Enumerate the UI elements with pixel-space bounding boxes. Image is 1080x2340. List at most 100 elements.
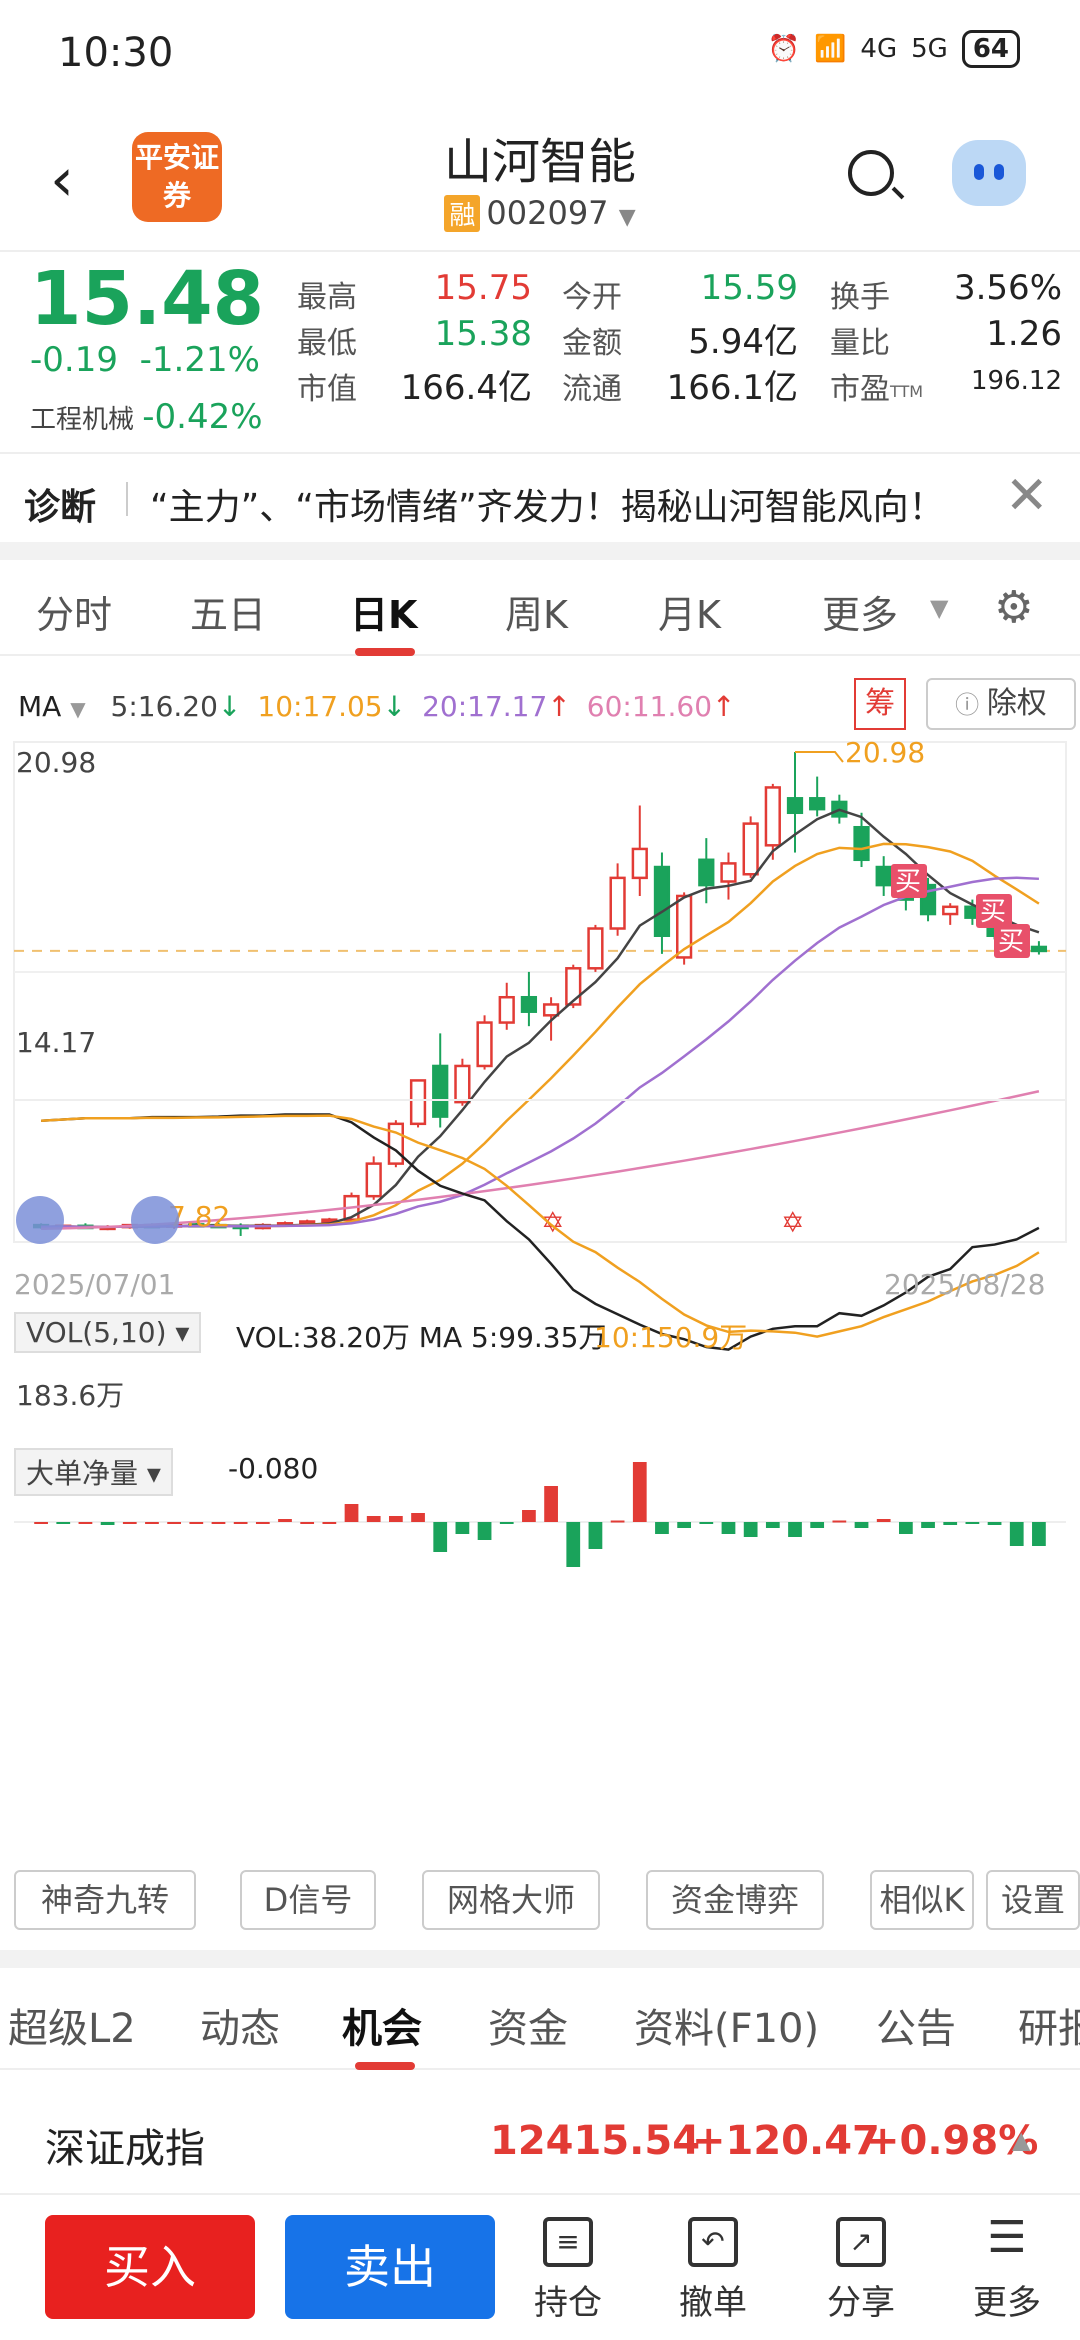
buy-tag-label: 买 <box>980 897 1006 927</box>
cancel-order-button[interactable]: ↶ 撤单 <box>658 2217 768 2324</box>
positions-button[interactable]: ≡ 持仓 <box>513 2217 623 2324</box>
candle-body <box>387 1122 404 1165</box>
quote-label: 金额 <box>562 326 622 361</box>
kline-chart[interactable]: MA ▼ 5:16.20↓ 10:17.05↓ 20:17.17↑ 60:11.60↑… <box>0 660 1080 1620</box>
chevron-up-icon[interactable]: ▲ <box>1012 2126 1031 2154</box>
diagnose-banner[interactable]: 诊断 “主力”、“市场情绪”齐发力！揭秘山河智能风向！ ✕ <box>0 452 1080 542</box>
trade-bar: 买入 卖出 ≡ 持仓 ↶ 撤单 ↗ 分享 ☰ 更多 <box>0 2195 1080 2340</box>
buy-button[interactable]: 买入 <box>45 2215 255 2319</box>
indicator-tools: 神奇九转 D信号 网格大师 资金博弈 相似K 设置 <box>0 1870 1080 1940</box>
candle-body <box>786 797 804 815</box>
tool-d-signal[interactable]: D信号 <box>240 1870 376 1930</box>
quote-label: 换手 <box>830 280 890 315</box>
market-index-row[interactable]: 深证成指 12415.54 +120.47 +0.98% ▲ <box>0 2090 1080 2195</box>
chip-distribution-button[interactable]: 筹 <box>854 678 906 730</box>
vol-ma10-line <box>41 1114 1040 1338</box>
flow-bar <box>655 1522 669 1534</box>
flow-bar <box>522 1510 536 1522</box>
search-icon[interactable] <box>848 150 894 196</box>
back-icon[interactable]: ‹ <box>50 145 74 215</box>
vol-indicator-selector[interactable]: VOL(5,10) ▾ <box>14 1312 202 1353</box>
quote-label: 流通 <box>562 372 622 407</box>
tab-five-day[interactable]: 五日 <box>190 593 267 637</box>
tab-intraday[interactable]: 分时 <box>36 593 113 637</box>
flow-bar <box>765 1522 780 1528</box>
ma20-line <box>41 876 1039 1229</box>
signal-5g-label: 5G <box>911 34 948 64</box>
candle-body <box>698 858 715 887</box>
more-button[interactable]: ☰ 更多 <box>973 2212 1041 2324</box>
tool-fund-game[interactable]: 资金博弈 <box>646 1870 824 1930</box>
gear-icon[interactable]: ⚙ <box>994 582 1034 633</box>
vol-axis-label: 183.6万 <box>16 1379 125 1412</box>
stock-code: 002097 <box>486 194 609 232</box>
ai-assistant-icon[interactable] <box>952 140 1026 206</box>
tool-magic-nine[interactable]: 神奇九转 <box>14 1870 196 1930</box>
buy-tag <box>891 864 927 898</box>
tab-more[interactable]: 更多 <box>822 593 899 637</box>
quote-value: 15.38 <box>434 314 532 354</box>
tab-funds[interactable]: 资金 <box>488 2006 568 2052</box>
candle-body <box>565 967 582 1006</box>
flow-bar <box>300 1522 315 1524</box>
flow-bar <box>788 1522 802 1537</box>
tab-announcements[interactable]: 公告 <box>876 2006 956 2052</box>
buy-tag-label: 买 <box>998 927 1024 957</box>
tool-settings[interactable]: 设置 <box>986 1870 1080 1930</box>
tab-opportunity[interactable]: 机会 <box>342 2006 422 2052</box>
vol-ma10-readout: 10:150.9万 <box>594 1321 748 1354</box>
flow-bar <box>366 1516 381 1522</box>
flow-bar <box>832 1520 847 1523</box>
ma-legend-item: 20:17.17↑ <box>422 690 571 723</box>
y-axis-top: 20.98 <box>16 746 97 779</box>
candle-body <box>1030 945 1048 953</box>
quote-value: 1.26 <box>986 314 1062 354</box>
tab-daily-k[interactable]: 日K <box>350 593 418 637</box>
ex-rights-button[interactable]: ⓘ 除权 <box>926 678 1076 730</box>
close-icon[interactable]: ✕ <box>1005 466 1049 526</box>
flow-bar <box>610 1520 625 1523</box>
flow-indicator-selector[interactable]: 大单净量 ▾ <box>14 1448 173 1496</box>
flow-bar <box>322 1522 337 1524</box>
flow-bar <box>211 1522 226 1524</box>
tab-f10[interactable]: 资料(F10) <box>634 2006 820 2052</box>
info-tabs: 超级L2 动态 机会 资金 资料(F10) 公告 研报 <box>0 1960 1080 2070</box>
tab-news[interactable]: 动态 <box>200 2006 280 2052</box>
margin-tag: 融 <box>444 195 481 232</box>
candle-body <box>498 995 515 1024</box>
flow-bar <box>743 1522 758 1537</box>
share-button[interactable]: ↗ 分享 <box>806 2217 916 2324</box>
tab-super-l2[interactable]: 超级L2 <box>8 2006 136 2052</box>
index-change: +120.47 <box>692 2118 880 2164</box>
flow-bar <box>943 1522 958 1525</box>
flow-bar <box>544 1486 558 1522</box>
buy-tag-label: 买 <box>895 867 921 897</box>
ma-label[interactable]: MA <box>18 690 62 723</box>
signal-4g-label: 4G <box>860 34 898 64</box>
sector-change[interactable]: 工程机械 -0.42% <box>30 397 263 437</box>
candle-body <box>542 1003 560 1017</box>
signal-star-icon: ✡ <box>541 1206 564 1239</box>
tab-monthly-k[interactable]: 月K <box>658 593 721 637</box>
wifi-icon: 📶 <box>814 34 847 64</box>
stock-code-selector[interactable]: 融 002097 ▼ <box>0 194 1080 232</box>
tool-grid-master[interactable]: 网格大师 <box>422 1870 600 1930</box>
index-pct: +0.98% <box>866 2118 1039 2164</box>
buy-tag <box>976 894 1012 928</box>
battery-icon: 64 <box>961 30 1020 68</box>
candle-body <box>476 1021 493 1068</box>
vol-readout: VOL:38.20万 MA 5:99.35万 <box>236 1321 607 1354</box>
divider-band <box>0 542 1080 560</box>
flow-bar <box>987 1522 1002 1525</box>
tool-similar-k[interactable]: 相似K <box>870 1870 974 1930</box>
tab-research[interactable]: 研报 <box>1018 2006 1080 2052</box>
flow-bar <box>78 1522 93 1524</box>
flow-bar <box>122 1522 137 1524</box>
sell-button[interactable]: 卖出 <box>285 2215 495 2319</box>
flow-bar <box>632 1462 647 1522</box>
quote-label: 最高 <box>297 280 357 315</box>
ma-legend-item: 60:11.60↑ <box>586 690 736 723</box>
tab-weekly-k[interactable]: 周K <box>505 593 568 637</box>
quote-value: 166.1亿 <box>666 368 798 408</box>
